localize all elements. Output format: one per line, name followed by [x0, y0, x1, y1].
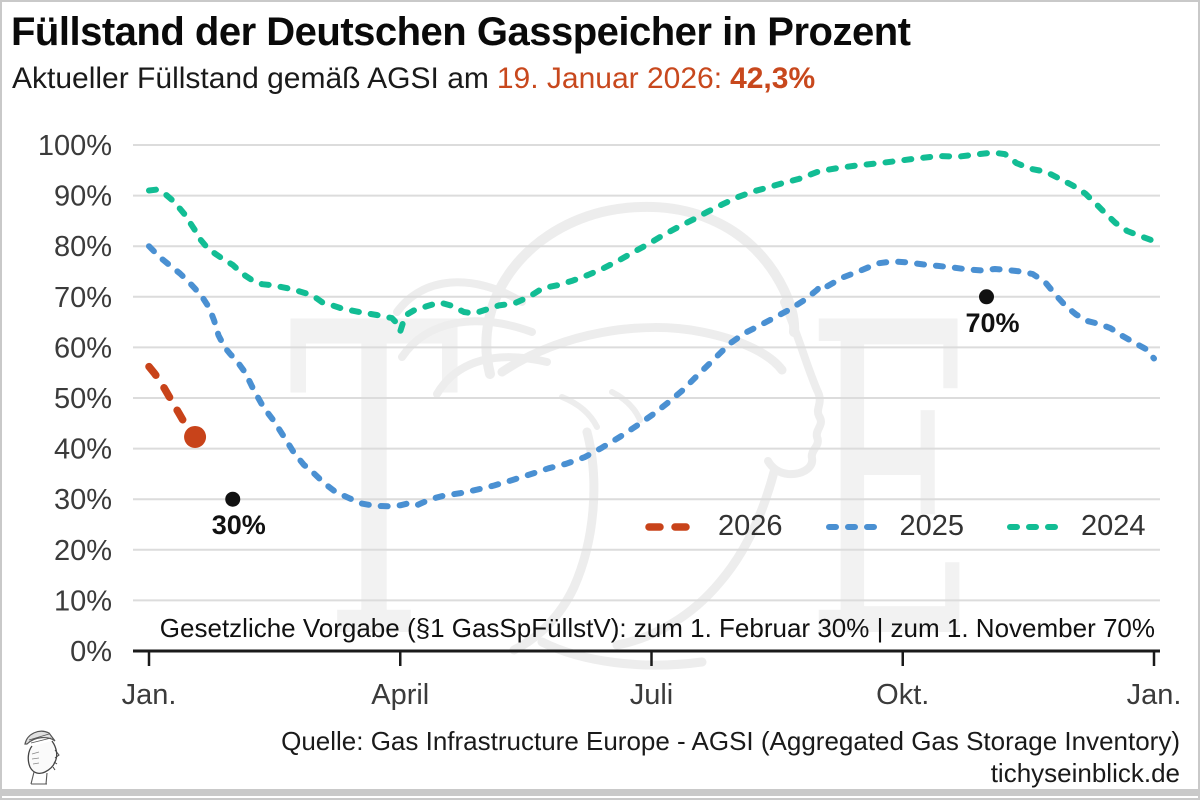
- y-tick-label: 30%: [54, 484, 112, 516]
- current-value-dot: [184, 425, 207, 448]
- x-tick-label: Jan.: [1127, 679, 1182, 711]
- legend-swatch-2026-icon: [645, 522, 705, 531]
- watermark-letter-e: E: [806, 233, 979, 734]
- series-line-2025: [146, 243, 1157, 510]
- page-title: Füllstand der Deutschen Gasspeicher in P…: [11, 10, 911, 54]
- legend-label-2025: 2025: [899, 510, 965, 542]
- y-tick-label: 80%: [54, 231, 112, 263]
- y-tick-label: 50%: [54, 383, 112, 415]
- subtitle-date: 19. Januar 2026:: [496, 62, 723, 95]
- subtitle-current-value: 42,3%: [730, 62, 816, 95]
- tichys-einblick-logo-icon: [24, 730, 60, 785]
- gridlines: [133, 144, 1160, 602]
- regulation-note: Gesetzliche Vorgabe (§1 GasSpFüllstV): z…: [159, 613, 1155, 643]
- x-tick-label: April: [371, 679, 429, 711]
- y-tick-label: 20%: [54, 535, 112, 567]
- x-axis-ticks: [147, 652, 1156, 666]
- y-tick-label: 70%: [54, 282, 112, 314]
- bottom-bar: [2, 789, 1198, 796]
- subtitle-prefix: Aktueller Füllstand gemäß AGSI am: [12, 62, 489, 95]
- y-tick-label: 100%: [38, 130, 112, 162]
- x-tick-label: Jan.: [122, 679, 177, 711]
- data-series: [145, 149, 1157, 510]
- target-dot-70%: [979, 289, 994, 305]
- legend-swatch-2025-icon: [825, 523, 888, 530]
- website-name: tichyseinblick.de: [990, 758, 1180, 788]
- legend-item-2025: 2025: [825, 510, 965, 543]
- x-axis-labels: Jan. April Juli Okt. Jan.: [122, 679, 1182, 711]
- source-attribution: Quelle: Gas Infrastructure Europe - AGSI…: [281, 726, 1180, 756]
- target-dot-label: 30%: [212, 510, 266, 540]
- legend-item-2024: 2024: [1007, 510, 1146, 543]
- series-line-2026: [145, 362, 199, 441]
- x-tick-label: Juli: [630, 679, 674, 711]
- legend-item-2026: 2026: [644, 510, 783, 543]
- y-tick-label: 60%: [54, 332, 112, 364]
- marker-dots: 30% 70%: [184, 289, 1020, 540]
- legend-label-2024: 2024: [1081, 510, 1146, 542]
- series-line-2024: [146, 149, 1157, 335]
- target-dot-label: 70%: [965, 308, 1019, 338]
- y-tick-label: 90%: [54, 181, 112, 213]
- legend-label-2026: 2026: [718, 510, 783, 542]
- y-tick-label: 40%: [54, 434, 112, 466]
- target-dot-30%: [225, 491, 241, 507]
- hermes-head-watermark: [393, 201, 825, 670]
- watermark: T E: [288, 201, 979, 734]
- y-tick-label: 0%: [70, 636, 112, 668]
- legend: 2026 2025 2024: [644, 510, 1146, 543]
- legend-swatch-2024-icon: [1007, 523, 1070, 530]
- x-tick-label: Okt.: [876, 679, 929, 711]
- watermark-letter-t: T: [288, 233, 461, 734]
- subtitle: Aktueller Füllstand gemäß AGSI am 19. Jan…: [12, 62, 815, 96]
- y-axis-labels: 0% 10% 20% 30% 40% 50% 60% 70% 80% 90% 100%: [38, 130, 112, 668]
- y-tick-label: 10%: [54, 585, 112, 617]
